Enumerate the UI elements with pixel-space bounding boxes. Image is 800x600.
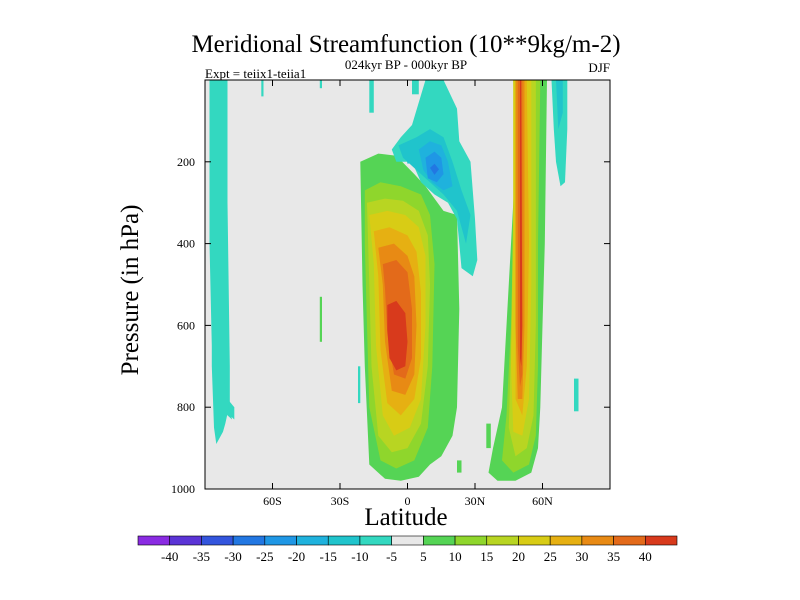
colorbar-label: -15 — [320, 549, 337, 564]
colorbar-swatch — [454, 535, 488, 546]
colorbar-swatch — [169, 535, 202, 546]
colorbar-swatch — [201, 535, 234, 546]
colorbar-label: -35 — [193, 549, 210, 564]
y-tick-label: 400 — [177, 237, 195, 251]
colorbar-label: -25 — [256, 549, 273, 564]
colorbar-swatch — [232, 535, 266, 546]
contour-neg-streak — [261, 80, 264, 97]
y-axis-label: Pressure (in hPa) — [117, 205, 144, 376]
contour-neg-streak — [319, 80, 322, 89]
contour-layer — [209, 80, 579, 481]
colorbar-swatch — [391, 535, 424, 546]
contour-neg-tropical-cell — [430, 163, 439, 175]
colorbar-label: -20 — [288, 549, 305, 564]
colorbar: -40 -35 -30 -25 -20 -15 -10 -5 5 10 15 20 25 30 35 40 — [137, 535, 678, 564]
contour-neg-streak — [412, 80, 419, 95]
chart-title: Meridional Streamfunction (10**9kg/m-2) — [191, 31, 620, 58]
y-axis: 200 400 600 800 1000 — [171, 155, 610, 496]
colorbar-swatch — [581, 535, 614, 546]
colorbar-swatch — [549, 535, 583, 546]
colorbar-swatch — [423, 535, 456, 546]
contour-pos-equatorial-cell — [387, 300, 408, 371]
contour-pos-patch — [457, 460, 462, 473]
colorbar-label: 30 — [575, 549, 588, 564]
y-tick-label: 1000 — [171, 482, 195, 496]
colorbar-swatch — [359, 535, 392, 546]
y-tick-label: 200 — [177, 155, 195, 169]
colorbar-label: 40 — [639, 549, 652, 564]
x-tick-label: 30S — [331, 494, 350, 508]
contour-neg-streak — [369, 80, 374, 113]
contour-pos-nh-column — [517, 80, 523, 367]
colorbar-swatch — [644, 535, 678, 546]
colorbar-label: 15 — [480, 549, 493, 564]
colorbar-swatch — [137, 535, 171, 546]
x-axis-label: Latitude — [364, 504, 447, 531]
contour-neg-streak — [574, 378, 579, 412]
contour-neg-sh-band — [209, 80, 230, 444]
colorbar-swatch — [613, 535, 646, 546]
plot-area — [204, 79, 611, 490]
colorbar-swatch — [518, 535, 551, 546]
colorbar-label: 35 — [607, 549, 620, 564]
colorbar-label: 5 — [420, 549, 427, 564]
contour-neg-tropical-cell — [405, 151, 417, 164]
colorbar-swatch — [486, 535, 519, 546]
y-tick-label: 600 — [177, 318, 195, 332]
contour-neg-nh-strip — [556, 80, 563, 130]
colorbar-label: -5 — [386, 549, 397, 564]
x-tick-label: 60S — [263, 494, 282, 508]
colorbar-label: -10 — [351, 549, 368, 564]
y-tick-label: 800 — [177, 400, 195, 414]
chart-subtitle: 024kyr BP - 000kyr BP — [345, 57, 467, 72]
colorbar-label: -40 — [161, 549, 178, 564]
x-axis: 60S 30S 0 30N 60N — [263, 80, 553, 508]
colorbar-swatch — [296, 535, 329, 546]
x-tick-label: 0 — [405, 494, 411, 508]
colorbar-label: 10 — [449, 549, 462, 564]
x-tick-label: 30N — [465, 494, 486, 508]
colorbar-label: -30 — [224, 549, 241, 564]
season-annotation: DJF — [588, 60, 610, 75]
colorbar-label: 20 — [512, 549, 525, 564]
contour-pos-patch — [486, 423, 491, 449]
x-tick-label: 60N — [532, 494, 553, 508]
contour-neg-tropical-cell — [398, 129, 471, 244]
colorbar-swatch — [327, 535, 361, 546]
contour-neg-sh-spot — [227, 399, 235, 420]
colorbar-label: 25 — [544, 549, 557, 564]
experiment-annotation: Expt = teiix1-teiia1 — [205, 66, 306, 81]
contour-neg-streak — [358, 366, 361, 404]
contour-pos-streak — [319, 296, 322, 342]
contour-neg-nh-strip — [551, 80, 568, 187]
colorbar-swatch — [264, 535, 297, 546]
